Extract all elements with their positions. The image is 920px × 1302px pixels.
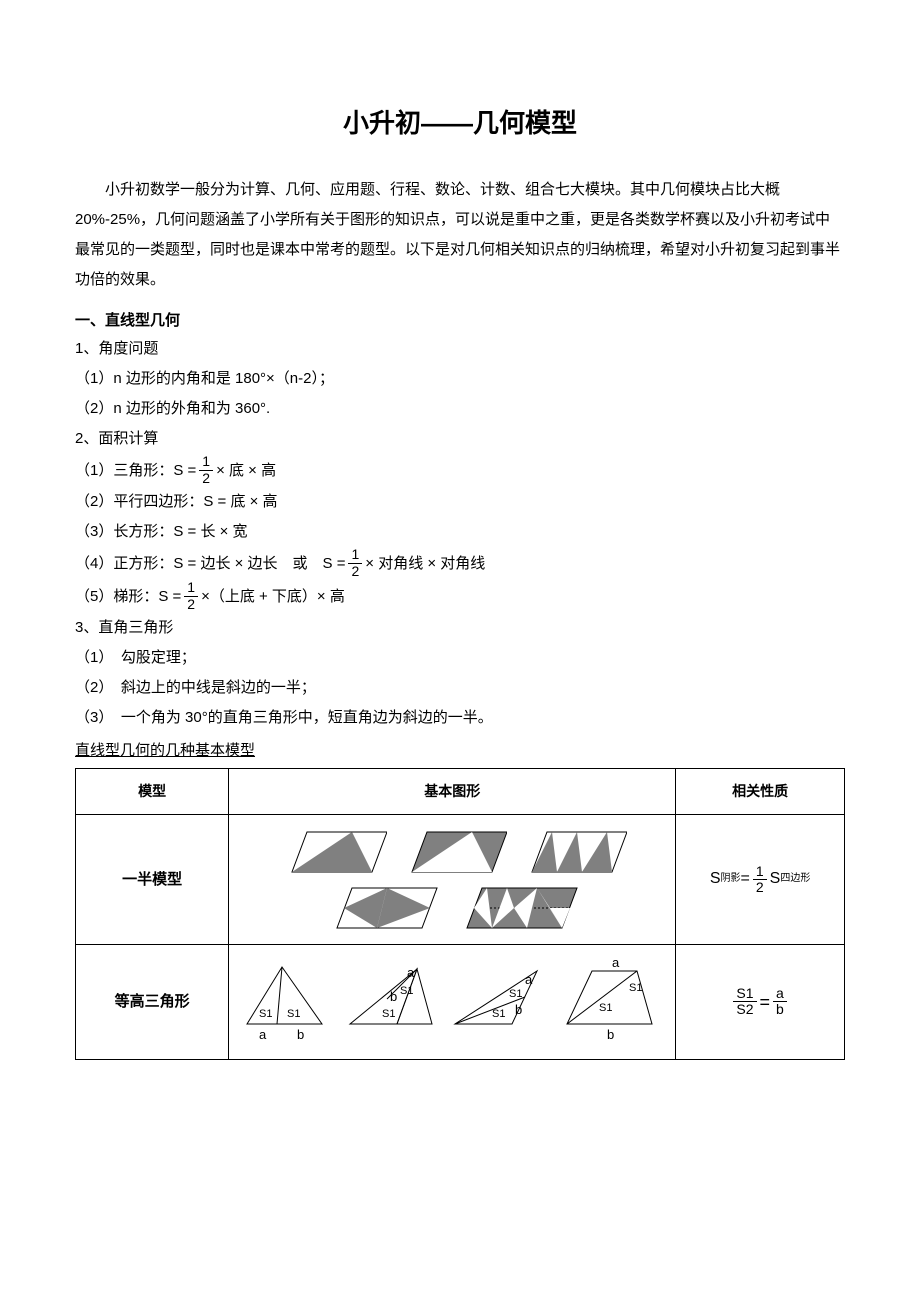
svg-text:b: b (515, 1002, 522, 1017)
formula-rectangle: （3）长方形：S = 长 × 宽 (75, 517, 845, 547)
figure-equal-height: S1 S1 a b a b S1 S1 (229, 944, 676, 1059)
half-model-diagram-3 (517, 827, 627, 875)
item-2: 2、面积计算 (75, 424, 845, 454)
formula-suffix: × 底 × 高 (216, 454, 276, 487)
half-model-diagram-2 (397, 827, 507, 875)
header-property: 相关性质 (676, 768, 845, 814)
svg-text:S1: S1 (509, 988, 522, 1000)
model-equal-height: 等高三角形 (76, 944, 229, 1059)
equal-height-diagram-1: S1 S1 a b (237, 959, 332, 1044)
svg-text:a: a (612, 959, 620, 970)
formula-trapezoid: （5）梯形：S = 1 2 ×（上底 + 下底）× 高 (75, 580, 845, 613)
header-figure: 基本图形 (229, 768, 676, 814)
item-1-1: （1）n 边形的内角和是 180°×（n-2）； (75, 364, 845, 394)
equal-height-diagram-4: a b S1 S1 (557, 959, 667, 1044)
fraction-half: 1 2 (199, 454, 213, 486)
fraction-ab: a b (773, 986, 787, 1018)
item-3-2: （2） 斜边上的中线是斜边的一半； (75, 673, 845, 703)
figure-half-model (229, 814, 676, 944)
item-3: 3、直角三角形 (75, 613, 845, 643)
item-1: 1、角度问题 (75, 334, 845, 364)
fraction-half: 1 2 (184, 580, 198, 612)
svg-text:S1: S1 (287, 1008, 300, 1020)
formula-prefix: （4）正方形：S = 边长 × 边长 或 S = (75, 547, 345, 580)
svg-text:S1: S1 (259, 1008, 272, 1020)
property-half: S阴影 = 1 2 S四边形 (676, 814, 845, 944)
formula-parallelogram: （2）平行四边形：S = 底 × 高 (75, 487, 845, 517)
equal-height-diagram-2: a b S1 S1 (342, 959, 437, 1044)
formula-prefix: （5）梯形：S = (75, 580, 181, 613)
fraction-half: 1 2 (348, 547, 362, 579)
item-1-2: （2）n 边形的外角和为 360°. (75, 394, 845, 424)
svg-text:a: a (407, 965, 415, 980)
section-1-header: 一、直线型几何 (75, 307, 845, 334)
models-table: 模型 基本图形 相关性质 一半模型 (75, 768, 845, 1060)
equal-height-diagram-3: a b S1 S1 (447, 959, 547, 1044)
svg-text:a: a (525, 972, 533, 987)
svg-text:S1: S1 (629, 982, 642, 994)
formula-square: （4）正方形：S = 边长 × 边长 或 S = 1 2 × 对角线 × 对角线 (75, 547, 845, 580)
svg-text:a: a (259, 1027, 267, 1042)
svg-text:b: b (390, 989, 397, 1004)
svg-text:S1: S1 (400, 985, 413, 997)
formula-suffix: × 对角线 × 对角线 (365, 547, 485, 580)
half-model-diagram-5 (452, 883, 582, 931)
half-model-diagram-1 (277, 827, 387, 875)
fraction-s1s2: S1 S2 (733, 986, 756, 1018)
formula-triangle: （1）三角形：S = 1 2 × 底 × 高 (75, 454, 845, 487)
header-model: 模型 (76, 768, 229, 814)
svg-text:S1: S1 (382, 1008, 395, 1020)
table-row: 等高三角形 S1 S1 a b a (76, 944, 845, 1059)
formula-suffix: ×（上底 + 下底）× 高 (201, 580, 345, 613)
table-row: 一半模型 (76, 814, 845, 944)
table-header-row: 模型 基本图形 相关性质 (76, 768, 845, 814)
svg-text:S1: S1 (492, 1008, 505, 1020)
model-half: 一半模型 (76, 814, 229, 944)
formula-prefix: （1）三角形：S = (75, 454, 196, 487)
table-intro: 直线型几何的几种基本模型 (75, 737, 845, 764)
property-equal-height: S1 S2 = a b (676, 944, 845, 1059)
svg-text:S1: S1 (599, 1002, 612, 1014)
item-3-3: （3） 一个角为 30°的直角三角形中，短直角边为斜边的一半。 (75, 703, 845, 733)
page-title: 小升初——几何模型 (75, 100, 845, 147)
svg-text:b: b (297, 1027, 304, 1042)
half-model-diagram-4 (322, 883, 442, 931)
svg-text:b: b (607, 1027, 614, 1042)
intro-paragraph: 小升初数学一般分为计算、几何、应用题、行程、数论、计数、组合七大模块。其中几何模… (75, 175, 845, 295)
item-3-1: （1） 勾股定理； (75, 643, 845, 673)
fraction-half: 1 2 (753, 864, 767, 896)
